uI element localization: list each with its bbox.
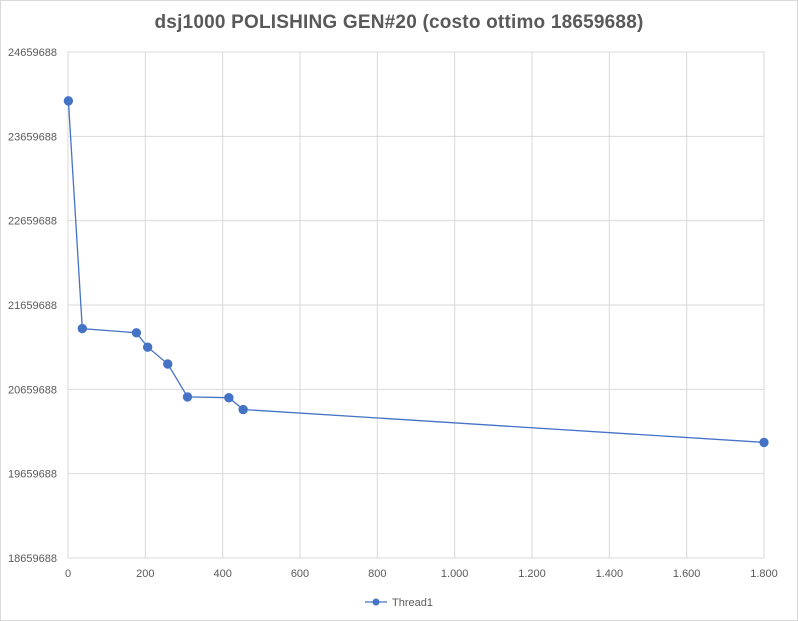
data-point <box>63 96 74 106</box>
y-tick-label: 22659688 <box>8 216 57 228</box>
x-tick-label: 1.000 <box>441 568 469 580</box>
data-point <box>77 323 88 334</box>
x-tick-label: 800 <box>368 568 386 580</box>
legend-marker <box>372 598 380 606</box>
data-point <box>131 328 142 338</box>
data-point <box>142 342 153 352</box>
x-tick-label: 1.200 <box>518 568 546 580</box>
y-tick-label: 19659688 <box>8 469 57 481</box>
data-point <box>182 392 193 402</box>
x-tick-label: 0 <box>65 568 71 580</box>
y-tick-label: 21659688 <box>8 300 57 312</box>
y-tick-label: 18659688 <box>8 553 57 565</box>
y-tick-label: 23659688 <box>8 131 57 143</box>
y-tick-label: 24659688 <box>8 47 57 59</box>
x-tick-label: 600 <box>291 568 309 580</box>
x-tick-label: 200 <box>136 568 154 580</box>
x-tick-label: 1.800 <box>750 568 778 580</box>
x-tick-label: 1.400 <box>596 568 624 580</box>
data-point <box>163 359 173 369</box>
y-tick-label: 20659688 <box>8 384 57 396</box>
data-point <box>238 404 248 415</box>
data-point <box>759 437 769 448</box>
chart-title: dsj1000 POLISHING GEN#20 (costo ottimo 1… <box>154 12 644 33</box>
legend-label: Thread1 <box>392 597 433 609</box>
x-tick-label: 1.600 <box>673 568 701 580</box>
x-tick-label: 400 <box>213 568 231 580</box>
data-point <box>224 393 234 403</box>
series-line-thread1 <box>67 100 765 444</box>
